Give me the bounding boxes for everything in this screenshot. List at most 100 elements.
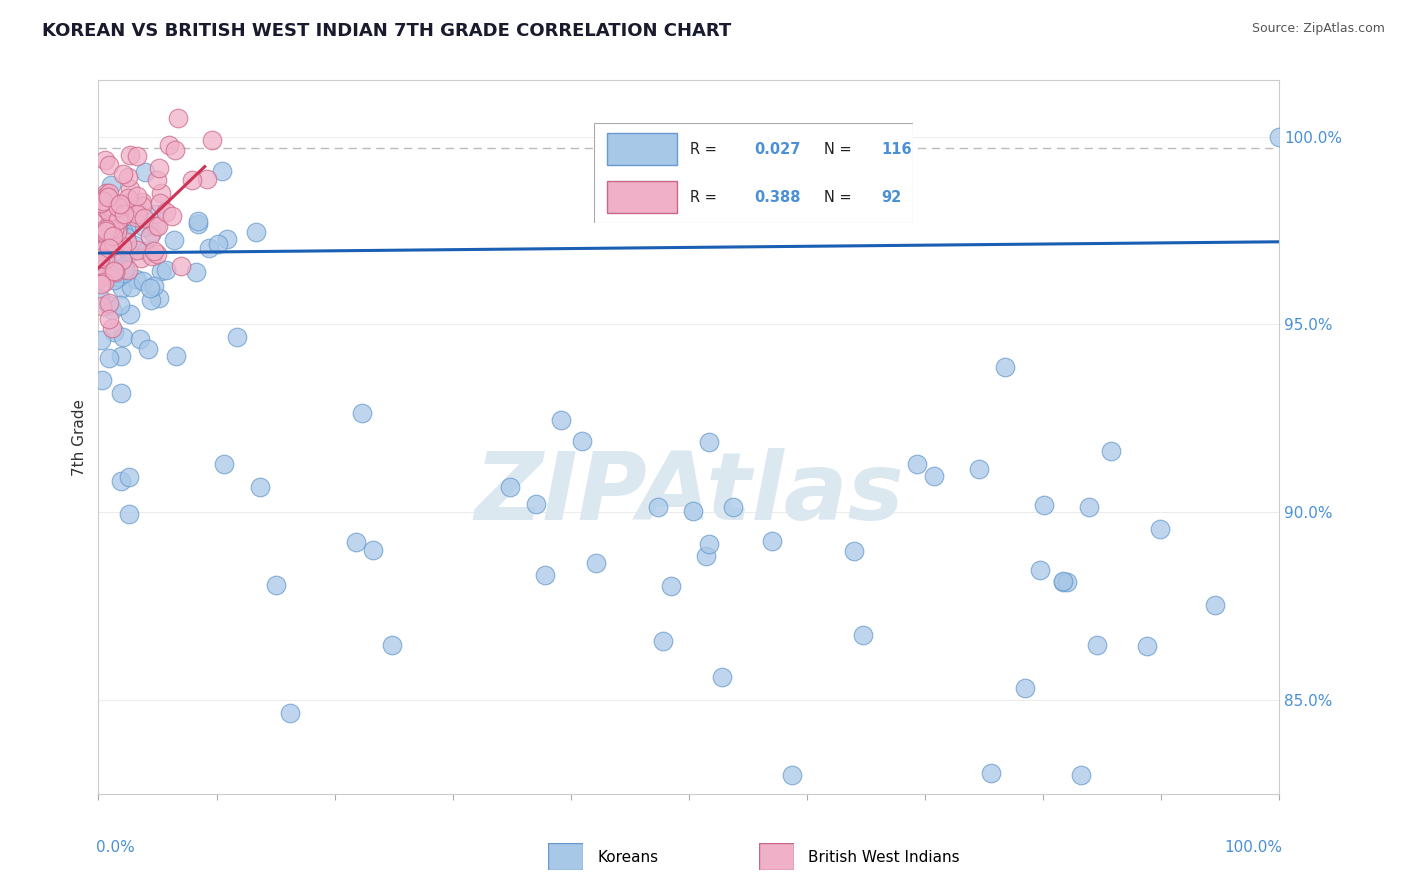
Point [112,234,135,248]
Point [107,212,129,227]
Point [155,263,177,277]
Point [94,242,117,256]
Point [104,265,127,279]
Point [100,302,122,317]
Point [114,262,136,277]
Point [245,225,267,239]
Point [90,277,112,291]
Point [104,235,127,250]
Point [249,480,271,494]
Point [131,199,153,213]
Point [110,349,132,363]
Point [905,457,928,471]
Point [215,232,238,246]
Point [136,343,159,357]
Point [1069,768,1091,782]
Point [139,228,162,243]
Point [127,243,149,257]
Point [90,258,112,272]
Point [201,133,224,147]
Point [103,235,125,250]
Point [87,250,110,264]
Point [761,534,783,549]
Point [97,312,120,326]
Point [90,231,112,245]
Point [120,195,142,210]
Point [163,143,186,157]
Point [652,633,675,648]
Point [1204,598,1226,612]
Text: 0.0%: 0.0% [96,840,135,855]
Point [129,332,152,346]
Point [118,148,141,162]
Point [1056,574,1078,589]
Point [103,195,125,210]
Point [1078,500,1101,514]
Point [93,236,115,251]
Point [101,194,124,209]
Point [170,259,193,273]
Point [110,196,132,211]
Point [96,222,118,236]
Point [98,222,121,236]
Text: N =: N = [824,189,856,204]
Point [94,186,117,200]
Point [1029,563,1052,577]
Point [103,222,125,236]
Point [143,279,166,293]
Point [94,188,117,202]
Point [97,296,120,310]
Point [129,251,152,265]
Point [94,227,117,241]
Point [524,497,547,511]
Point [101,233,124,247]
Point [149,195,172,210]
Point [131,274,153,288]
Point [148,219,170,233]
Point [659,579,682,593]
Point [697,434,720,449]
Point [499,480,522,494]
Text: 0.027: 0.027 [754,142,800,157]
Point [141,249,163,263]
Point [97,199,120,213]
Point [118,245,141,260]
Point [842,544,865,558]
Point [91,207,114,221]
Point [146,247,169,261]
Point [96,202,118,216]
Point [97,205,120,219]
Point [111,238,134,252]
Point [145,172,167,186]
Text: Koreans: Koreans [598,850,658,864]
Point [148,161,170,175]
Point [127,149,149,163]
Point [94,224,117,238]
Point [157,137,180,152]
Point [134,165,156,179]
Point [138,280,160,294]
Point [115,220,138,235]
Point [90,333,112,347]
Point [122,238,145,252]
Point [112,266,135,280]
Point [226,329,249,343]
Point [107,255,129,269]
Point [149,186,172,200]
Point [647,500,669,514]
Point [91,299,114,313]
Point [100,215,122,229]
FancyBboxPatch shape [595,123,914,223]
Point [1052,574,1074,589]
Point [979,766,1001,780]
Point [91,267,114,281]
Point [96,190,118,204]
Point [105,266,128,280]
Point [120,307,142,321]
Text: R =: R = [690,142,721,157]
Point [571,434,593,448]
Point [97,298,120,312]
Point [211,163,233,178]
Point [98,158,121,172]
Text: 116: 116 [882,142,912,157]
